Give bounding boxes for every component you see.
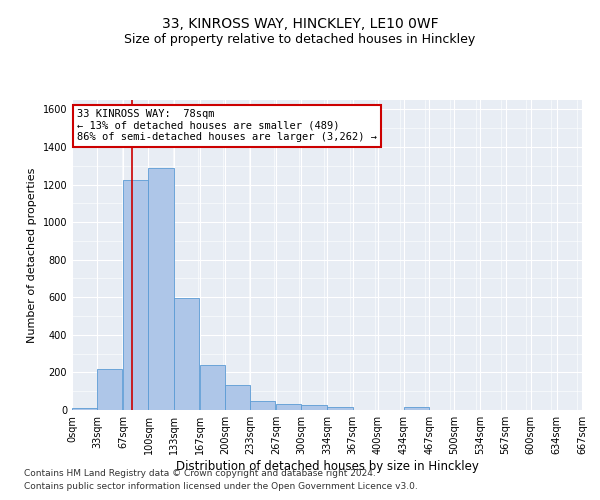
Y-axis label: Number of detached properties: Number of detached properties xyxy=(27,168,37,342)
X-axis label: Distribution of detached houses by size in Hinckley: Distribution of detached houses by size … xyxy=(176,460,478,473)
Bar xyxy=(148,168,173,410)
Bar xyxy=(72,408,97,410)
Bar xyxy=(123,180,148,410)
Bar xyxy=(225,384,250,410)
Text: Contains public sector information licensed under the Open Government Licence v3: Contains public sector information licen… xyxy=(24,482,418,491)
Bar xyxy=(250,400,275,410)
Bar xyxy=(173,298,199,410)
Bar xyxy=(301,406,326,410)
Bar xyxy=(328,407,353,410)
Bar xyxy=(200,365,225,410)
Text: 33 KINROSS WAY:  78sqm
← 13% of detached houses are smaller (489)
86% of semi-de: 33 KINROSS WAY: 78sqm ← 13% of detached … xyxy=(77,110,377,142)
Bar xyxy=(276,404,301,410)
Bar xyxy=(404,407,429,410)
Bar xyxy=(97,368,122,410)
Text: 33, KINROSS WAY, HINCKLEY, LE10 0WF: 33, KINROSS WAY, HINCKLEY, LE10 0WF xyxy=(161,18,439,32)
Text: Size of property relative to detached houses in Hinckley: Size of property relative to detached ho… xyxy=(124,32,476,46)
Text: Contains HM Land Registry data © Crown copyright and database right 2024.: Contains HM Land Registry data © Crown c… xyxy=(24,468,376,477)
